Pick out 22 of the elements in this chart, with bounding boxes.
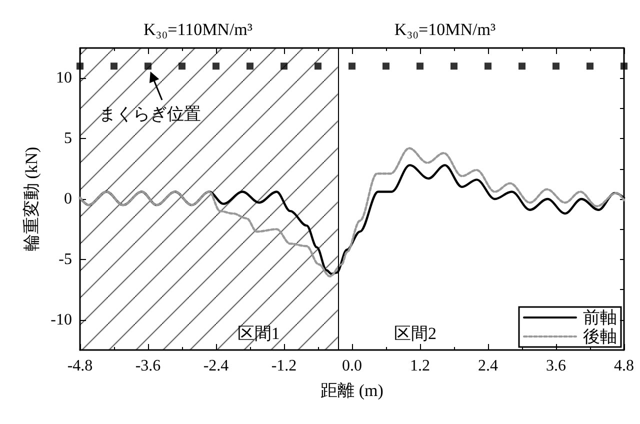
x-tick-label: -4.8	[67, 358, 93, 374]
x-tick-label: -1.2	[271, 358, 297, 374]
y-tick-label: -10	[50, 311, 72, 328]
text: K₃₀=10MN/m³	[394, 20, 496, 39]
x-tick-label: 2.4	[478, 358, 498, 374]
y-tick-label: 10	[56, 70, 72, 87]
x-tick-label: -3.6	[135, 358, 161, 374]
x-tick-label: 4.8	[614, 358, 634, 374]
y-tick-label: 5	[64, 130, 72, 148]
y-axis-title: 輪重変動 (kN)	[22, 146, 41, 252]
y-tick-label: -5	[58, 250, 72, 268]
legend-label: 前軸	[583, 308, 617, 327]
text: K₃₀=110MN/m³	[143, 20, 253, 39]
x-tick-label: 3.6	[546, 358, 566, 374]
x-axis-title: 距離 (m)	[320, 381, 384, 400]
legend-label: 後軸	[583, 327, 617, 346]
y-tick-label: 0	[64, 190, 72, 208]
x-tick-label: 0.0	[342, 358, 362, 374]
annotation: 区間2	[394, 324, 436, 343]
x-tick-label: 1.2	[410, 358, 430, 374]
x-tick-label: -2.4	[203, 358, 229, 374]
annotation: まくらぎ位置	[99, 104, 201, 124]
